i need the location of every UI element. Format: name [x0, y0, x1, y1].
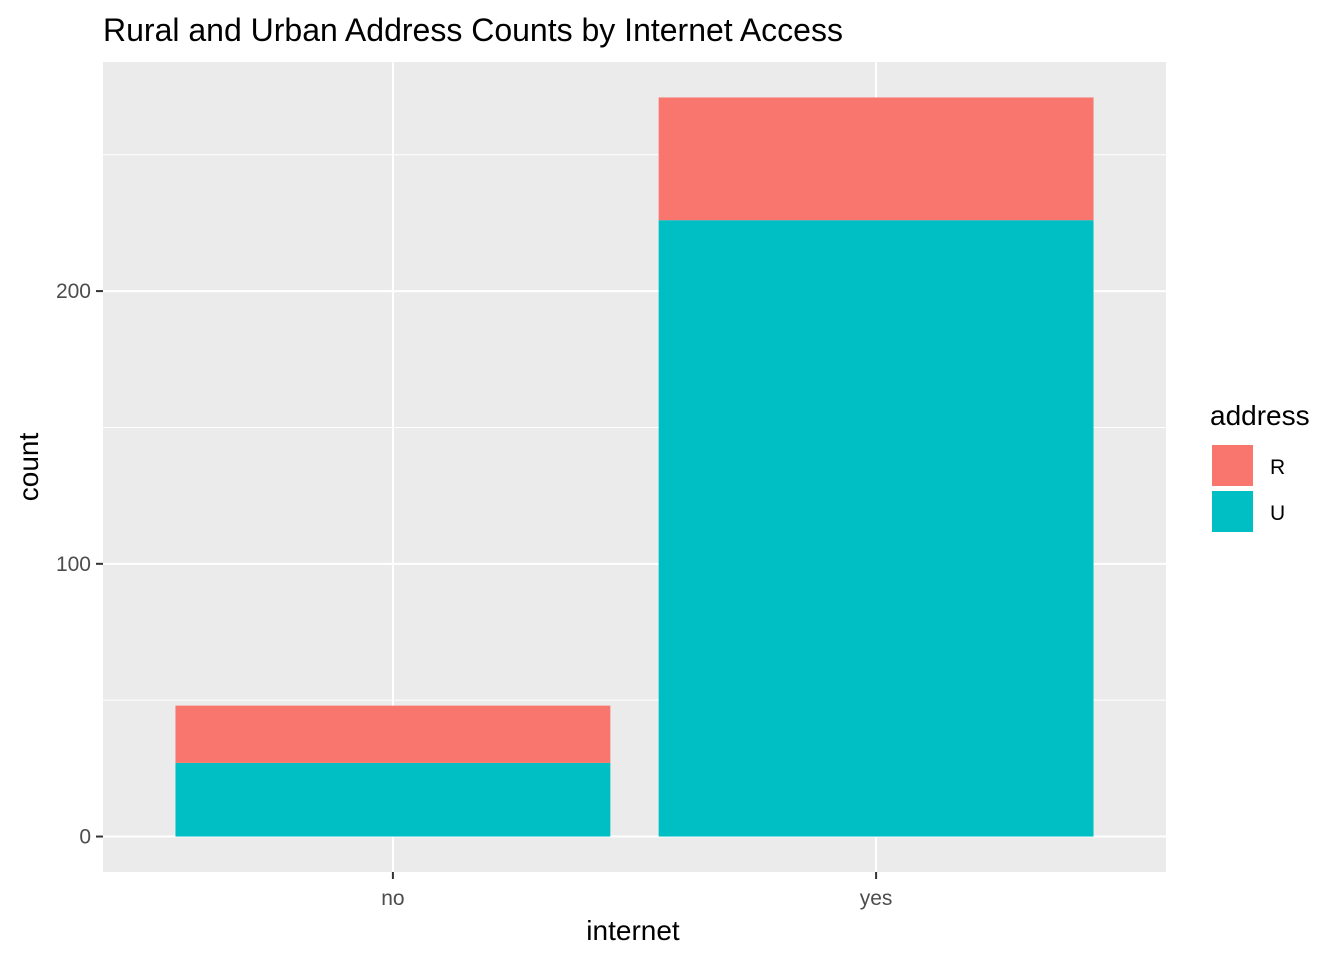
y-tick-label: 100 — [56, 553, 91, 576]
legend-label-R: R — [1270, 456, 1285, 479]
x-axis: no yes — [381, 872, 892, 910]
y-axis-title: count — [13, 433, 44, 502]
bar-yes-U — [658, 220, 1094, 837]
y-tick-label: 200 — [56, 280, 91, 303]
legend-label-U: U — [1270, 502, 1285, 525]
bars — [175, 97, 1094, 837]
y-axis: 0 100 200 — [56, 280, 103, 849]
y-tick-label: 0 — [79, 826, 91, 849]
legend-key-R — [1210, 443, 1255, 488]
bar-no-U — [175, 762, 611, 837]
chart-title: Rural and Urban Address Counts by Intern… — [103, 12, 843, 48]
legend-key-U — [1210, 489, 1255, 534]
x-axis-title: internet — [586, 915, 680, 946]
bar-yes-R — [658, 97, 1094, 221]
x-tick-label: yes — [860, 887, 893, 910]
bar-no-R — [175, 705, 611, 763]
legend: address RU — [1210, 400, 1310, 534]
legend-title: address — [1210, 400, 1310, 431]
x-tick-label: no — [381, 887, 404, 910]
